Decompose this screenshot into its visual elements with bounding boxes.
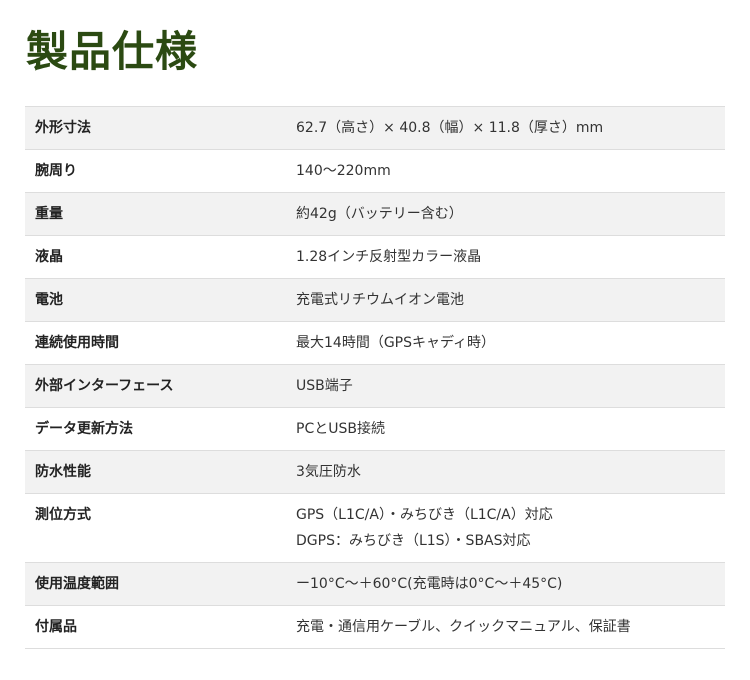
spec-value: 最大14時間（GPSキャディ時） xyxy=(296,322,725,364)
spec-row: 防水性能 3気圧防水 xyxy=(25,451,725,494)
spec-value-line: 1.28インチ反射型カラー液晶 xyxy=(296,249,482,265)
spec-row: データ更新方法 PCとUSB接続 xyxy=(25,408,725,451)
spec-row: 付属品 充電・通信用ケーブル、クイックマニュアル、保証書 xyxy=(25,606,725,649)
spec-value: 140〜220mm xyxy=(296,150,725,192)
spec-value-line: PCとUSB接続 xyxy=(296,421,385,437)
spec-value-line: GPS（L1C/A）・みちびき（L1C/A）対応 xyxy=(296,507,553,523)
spec-value-line: 充電・通信用ケーブル、クイックマニュアル、保証書 xyxy=(296,619,631,635)
spec-value-line: 約42g（バッテリー含む） xyxy=(296,206,463,222)
spec-label: 腕周り xyxy=(35,163,77,179)
spec-label: 外部インターフェース xyxy=(35,378,174,394)
spec-label: 重量 xyxy=(35,206,63,222)
spec-value: ー10°C〜＋60°C(充電時は0°C〜＋45°C) xyxy=(296,563,725,605)
spec-value-line: 3気圧防水 xyxy=(296,464,361,480)
spec-row: 使用温度範囲 ー10°C〜＋60°C(充電時は0°C〜＋45°C) xyxy=(25,563,725,606)
spec-label: 電池 xyxy=(35,292,63,308)
spec-value-line: USB端子 xyxy=(296,378,353,394)
spec-label: データ更新方法 xyxy=(35,421,133,437)
spec-value-line: 140〜220mm xyxy=(296,163,391,179)
spec-label: 防水性能 xyxy=(35,464,91,480)
spec-value: 3気圧防水 xyxy=(296,451,725,493)
spec-label: 外形寸法 xyxy=(35,120,91,136)
spec-value: USB端子 xyxy=(296,365,725,407)
spec-value: 62.7（高さ）× 40.8（幅）× 11.8（厚さ）mm xyxy=(296,107,725,149)
spec-value: GPS（L1C/A）・みちびき（L1C/A）対応 DGPS：みちびき（L1S）・S… xyxy=(296,494,725,562)
spec-value-line: 最大14時間（GPSキャディ時） xyxy=(296,335,496,351)
page-title: 製品仕様 xyxy=(26,27,199,76)
spec-value: 約42g（バッテリー含む） xyxy=(296,193,725,235)
spec-label: 付属品 xyxy=(35,619,77,635)
spec-value-line: 62.7（高さ）× 40.8（幅）× 11.8（厚さ）mm xyxy=(296,120,604,136)
spec-row: 重量 約42g（バッテリー含む） xyxy=(25,193,725,236)
spec-label: 使用温度範囲 xyxy=(35,576,119,592)
spec-row: 外形寸法 62.7（高さ）× 40.8（幅）× 11.8（厚さ）mm xyxy=(25,107,725,150)
spec-row: 連続使用時間 最大14時間（GPSキャディ時） xyxy=(25,322,725,365)
spec-label: 測位方式 xyxy=(35,507,91,523)
spec-value: PCとUSB接続 xyxy=(296,408,725,450)
spec-table: 外形寸法 62.7（高さ）× 40.8（幅）× 11.8（厚さ）mm 腕周り 140〜… xyxy=(25,106,725,649)
spec-value: 充電式リチウムイオン電池 xyxy=(296,279,725,321)
spec-label: 連続使用時間 xyxy=(35,335,119,351)
spec-value: 1.28インチ反射型カラー液晶 xyxy=(296,236,725,278)
spec-value: 充電・通信用ケーブル、クイックマニュアル、保証書 xyxy=(296,606,725,648)
spec-row: 外部インターフェース USB端子 xyxy=(25,365,725,408)
spec-row: 電池 充電式リチウムイオン電池 xyxy=(25,279,725,322)
spec-value-line: 充電式リチウムイオン電池 xyxy=(296,292,464,308)
spec-row: 測位方式 GPS（L1C/A）・みちびき（L1C/A）対応 DGPS：みちびき（L1… xyxy=(25,494,725,563)
spec-value-line: DGPS：みちびき（L1S）・SBAS対応 xyxy=(296,533,531,549)
spec-row: 腕周り 140〜220mm xyxy=(25,150,725,193)
spec-row: 液晶 1.28インチ反射型カラー液晶 xyxy=(25,236,725,279)
spec-value-line: ー10°C〜＋60°C(充電時は0°C〜＋45°C) xyxy=(296,576,563,592)
spec-label: 液晶 xyxy=(35,249,63,265)
